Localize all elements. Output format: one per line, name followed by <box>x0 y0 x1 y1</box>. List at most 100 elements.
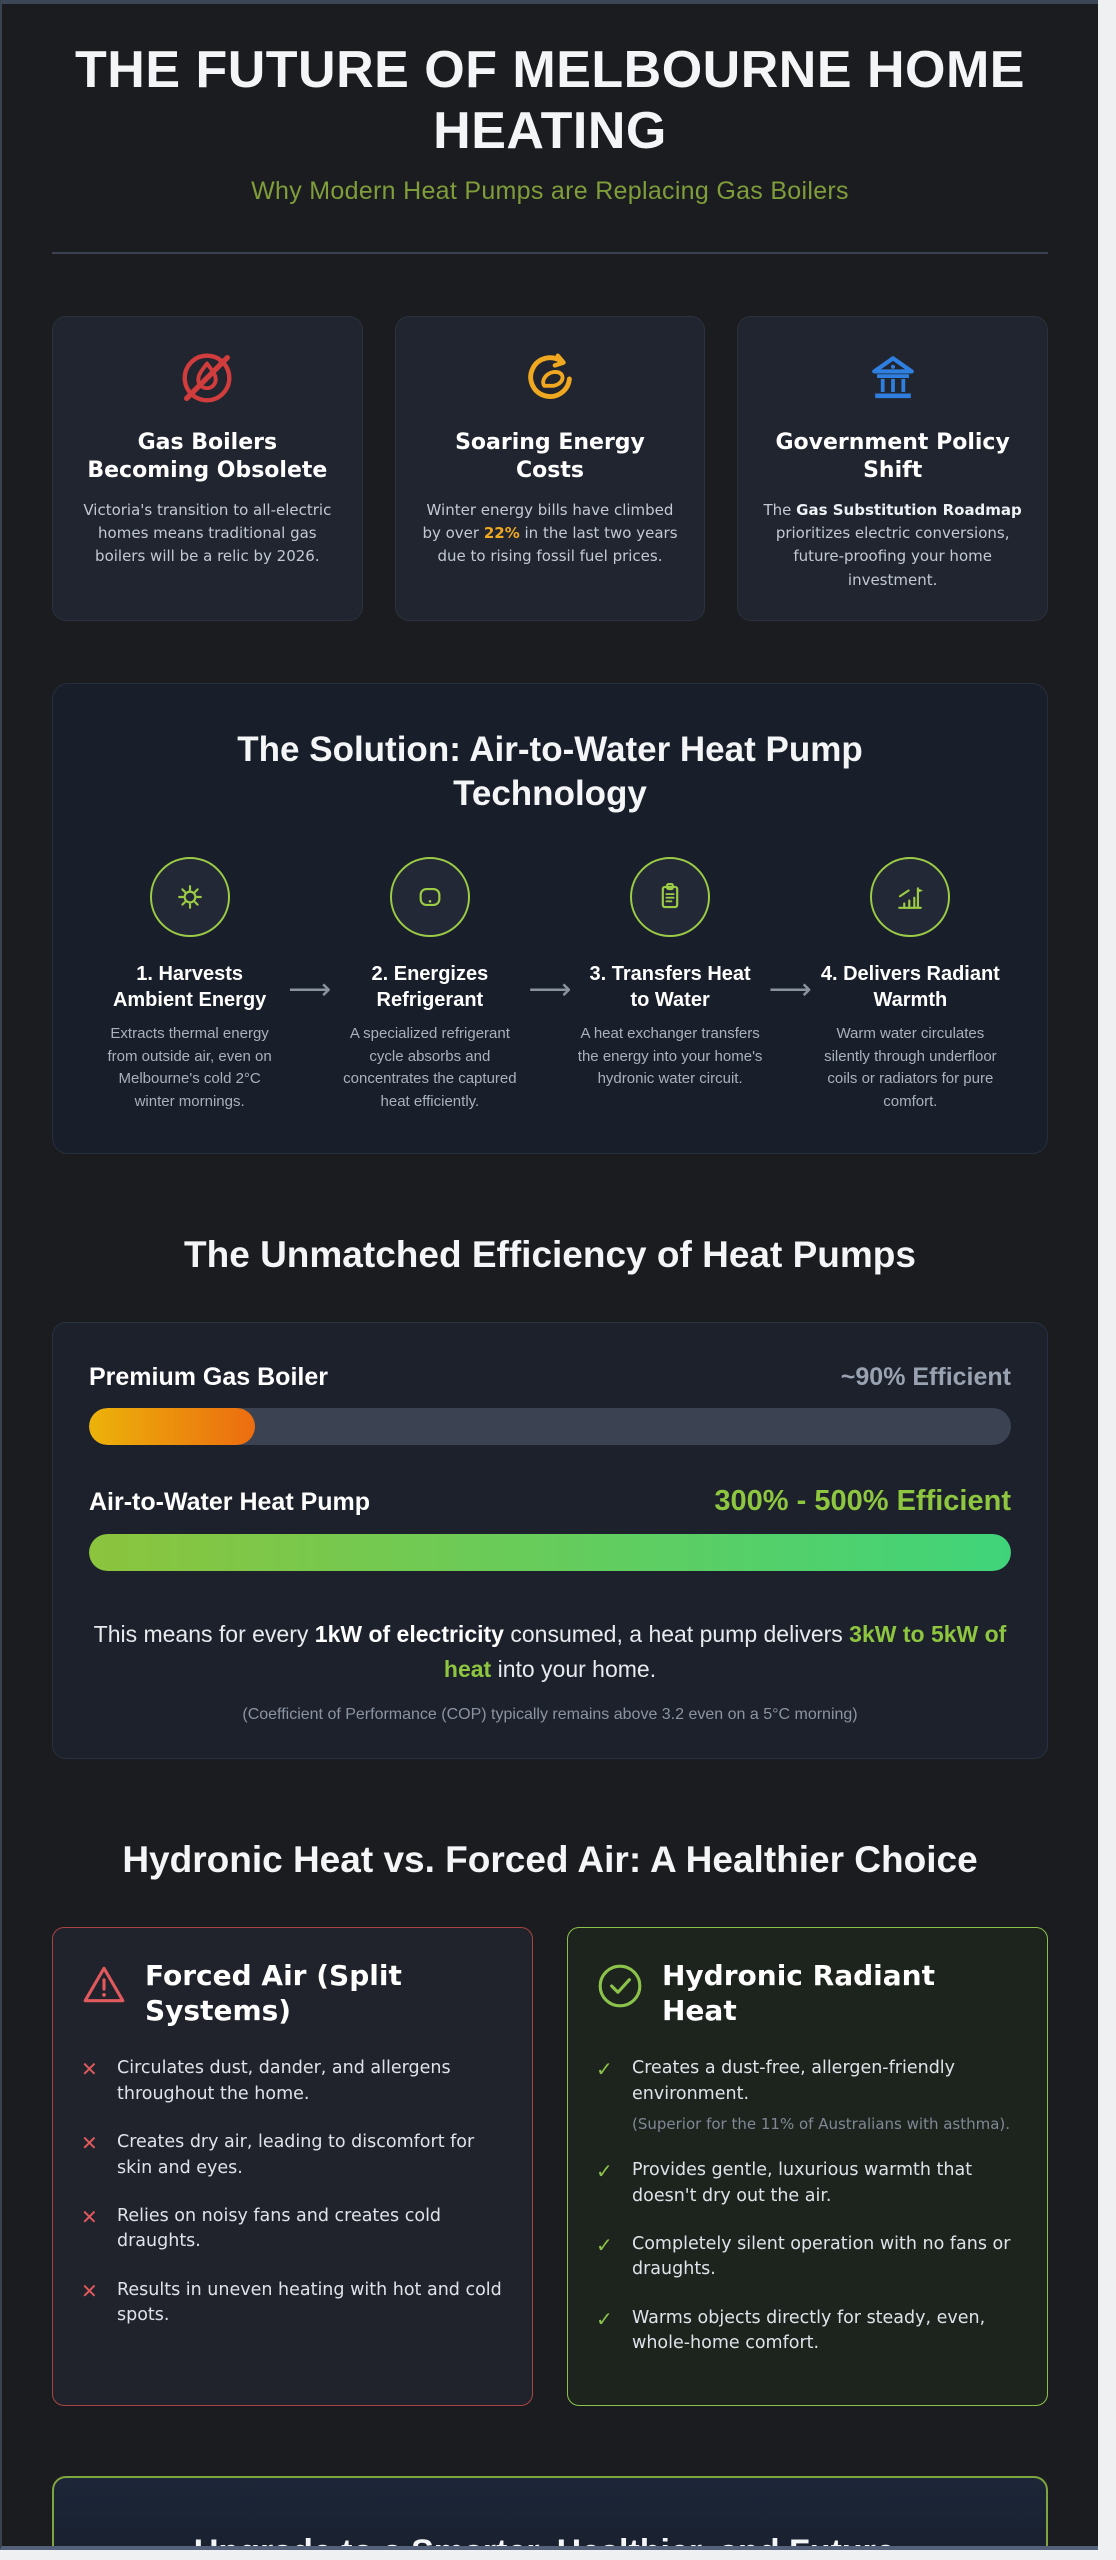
list-item: ✕ Relies on noisy fans and creates cold d… <box>81 2204 504 2255</box>
intro-card-body: Winter energy bills have climbed by over… <box>420 499 681 569</box>
step-title: 1. Harvests Ambient Energy <box>112 963 267 1012</box>
step-desc: Extracts thermal energy from outside air… <box>107 1025 272 1110</box>
intro-card-body: Victoria's transition to all-electric ho… <box>83 500 332 566</box>
gas-flame-crossed-icon <box>77 345 338 411</box>
intro-card-row: Gas Boilers Becoming Obsolete Victoria's… <box>52 315 1048 621</box>
statement-text: consumed, a heat pump delivers <box>503 1621 850 1648</box>
list-item-text: Relies on noisy fans and creates cold dr… <box>117 2205 442 2252</box>
statement-text: into your home. <box>491 1655 657 1682</box>
list-item: ✓ Creates a dust-free, allergen-friendly … <box>596 2056 1019 2135</box>
heat-pump-row: Air-to-Water Heat Pump 300% - 500% Effic… <box>89 1485 1011 1518</box>
step-title: 4. Delivers Radiant Warmth <box>820 963 1000 1012</box>
clipboard-icon <box>630 857 711 938</box>
body-text: Winter energy bills have climbed by over <box>422 500 674 543</box>
warning-triangle-icon <box>81 1962 127 2012</box>
efficiency-panel: Premium Gas Boiler ~90% Efficient Air-to… <box>52 1322 1048 1760</box>
hydronic-card: Hydronic Radiant Heat ✓ Creates a dust-fr… <box>567 1927 1048 2407</box>
arrow-right-icon: ⟶ <box>528 973 572 1007</box>
list-item-text: Circulates dust, dander, and allergens t… <box>117 2058 451 2104</box>
asthma-note: (Superior for the 11% of Australians wit… <box>632 2115 1011 2134</box>
statement-bold-1kw: 1kW of electricity <box>314 1621 504 1648</box>
list-item: ✓ Provides gentle, luxurious warmth that … <box>596 2158 1019 2209</box>
cross-icon: ✕ <box>81 2204 98 2229</box>
step-desc: A heat exchanger transfers the energy in… <box>577 1025 763 1088</box>
list-item: ✕ Results in uneven heating with hot and … <box>81 2278 504 2329</box>
comparison-grid: Forced Air (Split Systems) ✕ Circulates d… <box>52 1927 1048 2407</box>
hydronic-header: Hydronic Radiant Heat <box>596 1958 1019 2028</box>
check-icon: ✓ <box>596 2159 613 2184</box>
body-text: The <box>763 500 797 519</box>
check-icon: ✓ <box>596 2306 613 2331</box>
efficiency-statement: This means for every 1kW of electricity … <box>90 1617 1010 1686</box>
page-subtitle: Why Modern Heat Pumps are Replacing Gas … <box>251 176 849 205</box>
forced-air-list: ✕ Circulates dust, dander, and allergens … <box>81 2056 504 2328</box>
cta-panel: Upgrade to a Smarter, Healthier, and Fut… <box>52 2476 1048 2546</box>
body-text: in the last two years due to rising foss… <box>437 524 678 566</box>
intro-card-title: Gas Boilers Becoming Obsolete <box>87 429 328 484</box>
statement-text: This means for every <box>93 1621 315 1648</box>
forced-air-card: Forced Air (Split Systems) ✕ Circulates d… <box>52 1927 533 2407</box>
list-item-text: Provides gentle, luxurious warmth that d… <box>632 2160 973 2206</box>
body-text: prioritizes electric conversions, future… <box>775 524 1010 589</box>
check-circle-icon <box>596 1962 644 2014</box>
sun-icon <box>149 857 230 938</box>
intro-card-costs: Soaring Energy Costs Winter energy bills… <box>394 315 706 621</box>
step-desc: Warm water circulates silently through u… <box>824 1025 997 1110</box>
check-icon: ✓ <box>596 2057 613 2082</box>
solution-panel: The Solution: Air-to-Water Heat Pump Tec… <box>52 682 1048 1155</box>
list-item-text: Creates dry air, leading to discomfort f… <box>117 2132 475 2178</box>
intro-card-title: Government Policy Shift <box>775 429 1010 484</box>
step-title: 3. Transfers Heat to Water <box>589 963 751 1012</box>
radiant-warmth-icon <box>870 857 951 938</box>
item-text: Creates a dust-free, allergen-friendly e… <box>632 2058 956 2104</box>
heat-pump-bar-track <box>89 1534 1011 1572</box>
rising-costs-icon <box>420 345 681 411</box>
forced-air-header: Forced Air (Split Systems) <box>81 1958 504 2028</box>
step-title: 2. Energizes Refrigerant <box>371 963 489 1012</box>
step-desc: A specialized refrigerant cycle absorbs … <box>343 1025 517 1110</box>
cta-title: Upgrade to a Smarter, Healthier, and Fut… <box>150 2530 950 2546</box>
list-item-text: Creates a dust-free, allergen-friendly e… <box>632 2056 1019 2135</box>
hydronic-title: Hydronic Radiant Heat <box>662 1959 935 2028</box>
heat-pump-label: Air-to-Water Heat Pump <box>89 1488 371 1517</box>
heat-pump-value: 300% - 500% Efficient <box>714 1485 1011 1518</box>
gas-boiler-label: Premium Gas Boiler <box>89 1363 328 1392</box>
forced-air-title: Forced Air (Split Systems) <box>145 1959 402 2028</box>
step-transfer: 3. Transfers Heat to Water A heat exchan… <box>572 857 769 1091</box>
intro-card-policy: Government Policy Shift The Gas Substitu… <box>737 315 1048 621</box>
efficiency-section-title: The Unmatched Efficiency of Heat Pumps <box>184 1234 916 1276</box>
cross-icon: ✕ <box>81 2057 98 2082</box>
list-item: ✓ Completely silent operation with no fan… <box>596 2232 1019 2283</box>
hydronic-list: ✓ Creates a dust-free, allergen-friendly … <box>596 2056 1019 2356</box>
heat-pump-bar-fill <box>89 1534 1011 1572</box>
intro-card-body: The Gas Substitution Roadmap prioritizes… <box>762 499 1023 592</box>
cross-icon: ✕ <box>81 2278 98 2303</box>
highlight-roadmap: Gas Substitution Roadmap <box>796 500 1022 519</box>
gas-boiler-value: ~90% Efficient <box>840 1363 1011 1392</box>
cop-note: (Coefficient of Performance (COP) typica… <box>242 1706 858 1724</box>
list-item-text: Completely silent operation with no fans… <box>632 2233 1011 2280</box>
arrow-right-icon: ⟶ <box>768 973 812 1007</box>
list-item-text: Results in uneven heating with hot and c… <box>117 2279 502 2326</box>
gas-boiler-bar-track <box>89 1408 1011 1446</box>
list-item: ✕ Creates dry air, leading to discomfort … <box>81 2130 504 2181</box>
gas-boiler-bar-fill <box>89 1408 255 1446</box>
arrow-right-icon: ⟶ <box>288 973 332 1007</box>
statement-green-3kw-5kw: 3kW to 5kW of heat <box>443 1621 1007 1682</box>
refrigerant-unit-icon <box>389 857 470 938</box>
comparison-section-title: Hydronic Heat vs. Forced Air: A Healthie… <box>122 1839 978 1881</box>
government-building-icon <box>762 345 1023 411</box>
header-divider <box>52 251 1048 254</box>
check-icon: ✓ <box>596 2232 613 2257</box>
list-item: ✕ Circulates dust, dander, and allergens … <box>81 2056 504 2107</box>
list-item-text: Warms objects directly for steady, even,… <box>632 2307 986 2354</box>
solution-title: The Solution: Air-to-Water Heat Pump Tec… <box>237 729 863 813</box>
solution-steps: 1. Harvests Ambient Energy Extracts ther… <box>91 857 1009 1113</box>
cross-icon: ✕ <box>81 2131 98 2156</box>
step-harvest: 1. Harvests Ambient Energy Extracts ther… <box>91 857 288 1113</box>
gas-boiler-row: Premium Gas Boiler ~90% Efficient <box>89 1363 1011 1392</box>
step-energize: 2. Energizes Refrigerant A specialized r… <box>331 857 528 1113</box>
intro-card-obsolete: Gas Boilers Becoming Obsolete Victoria's… <box>52 315 363 621</box>
page-title: THE FUTURE OF MELBOURNE HOME HEATING <box>75 41 1025 161</box>
